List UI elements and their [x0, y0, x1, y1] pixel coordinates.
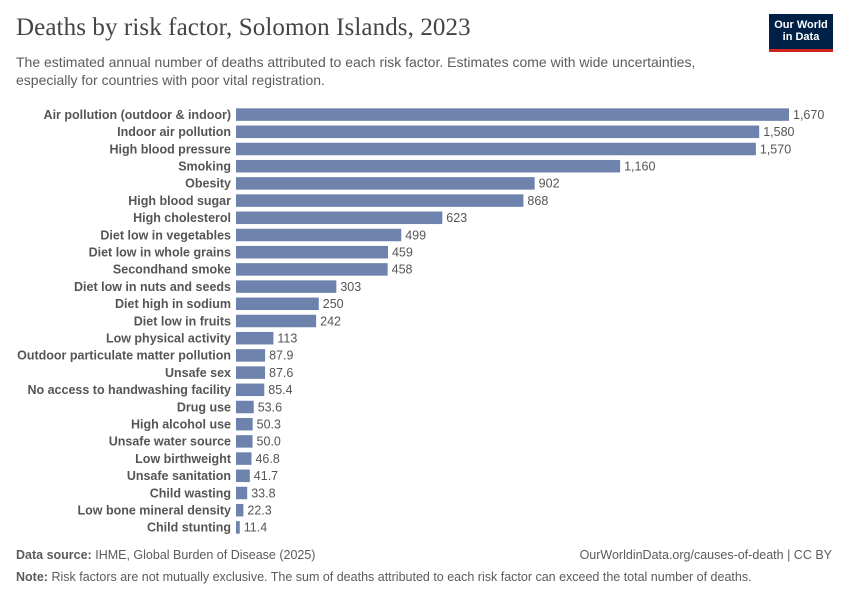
bar[interactable]	[236, 297, 319, 311]
category-label: Diet low in nuts and seeds	[74, 280, 231, 294]
note-text: Risk factors are not mutually exclusive.…	[51, 570, 752, 584]
bar[interactable]	[236, 108, 789, 121]
value-label: 868	[527, 194, 548, 208]
category-label: Unsafe sanitation	[127, 469, 231, 483]
category-label: Air pollution (outdoor & indoor)	[44, 108, 231, 122]
footnote: Note: Risk factors are not mutually excl…	[16, 570, 752, 584]
bar[interactable]	[236, 349, 266, 362]
value-label: 458	[392, 263, 413, 277]
bar[interactable]	[236, 177, 535, 190]
bar[interactable]	[236, 194, 524, 207]
bar[interactable]	[236, 400, 254, 414]
bar[interactable]	[236, 125, 760, 139]
bar[interactable]	[236, 245, 388, 259]
category-label: Child stunting	[147, 521, 231, 535]
value-label: 623	[446, 211, 467, 225]
value-label: 11.4	[244, 521, 267, 535]
value-label: 1,160	[624, 160, 655, 174]
bar[interactable]	[236, 331, 274, 345]
bar[interactable]	[236, 263, 388, 276]
data-source: Data source: IHME, Global Burden of Dise…	[16, 548, 315, 562]
category-label: Outdoor particulate matter pollution	[17, 349, 231, 363]
value-label: 33.8	[251, 486, 275, 500]
bar[interactable]	[236, 142, 756, 156]
category-label: Secondhand smoke	[113, 263, 231, 277]
value-label: 303	[340, 280, 361, 294]
category-label: Diet low in fruits	[134, 314, 231, 328]
chart-title: Deaths by risk factor, Solomon Islands, …	[16, 14, 471, 41]
bar[interactable]	[236, 159, 621, 173]
bar[interactable]	[236, 452, 252, 465]
category-label: Indoor air pollution	[117, 125, 231, 139]
value-label: 1,670	[793, 108, 824, 122]
value-label: 459	[392, 246, 413, 260]
value-label: 87.6	[269, 366, 293, 380]
bar[interactable]	[236, 521, 240, 534]
value-label: 113	[277, 332, 297, 346]
category-label: Obesity	[185, 177, 231, 191]
logo-line-1: Our World	[774, 19, 828, 31]
value-label: 22.3	[247, 504, 271, 518]
value-label: 242	[320, 314, 341, 328]
bar[interactable]	[236, 314, 317, 328]
category-label: Unsafe sex	[165, 366, 231, 380]
bar[interactable]	[236, 417, 253, 431]
category-label: Diet high in sodium	[115, 297, 231, 311]
value-label: 53.6	[258, 400, 282, 414]
value-label: 50.0	[257, 435, 281, 449]
owid-logo[interactable]: Our World in Data	[769, 14, 833, 52]
category-label: Child wasting	[150, 486, 231, 500]
category-label: High alcohol use	[131, 418, 231, 432]
value-label: 1,580	[763, 125, 794, 139]
value-label: 87.9	[269, 349, 293, 363]
data-source-label: Data source:	[16, 548, 92, 562]
logo-line-2: in Data	[782, 31, 820, 43]
category-label: Unsafe water source	[109, 435, 231, 449]
category-label: High blood pressure	[109, 142, 231, 156]
bar[interactable]	[236, 469, 250, 483]
category-label: High cholesterol	[133, 211, 231, 225]
bar[interactable]	[236, 280, 337, 293]
bar[interactable]	[236, 503, 244, 517]
category-label: No access to handwashing facility	[27, 383, 231, 397]
bar[interactable]	[236, 211, 443, 225]
bar[interactable]	[236, 435, 253, 448]
category-label: Smoking	[178, 160, 231, 174]
value-label: 50.3	[257, 418, 281, 432]
data-source-link[interactable]: IHME, Global Burden of Disease (2025)	[95, 548, 316, 562]
value-label: 46.8	[255, 452, 279, 466]
category-label: High blood sugar	[128, 194, 231, 208]
value-label: 41.7	[254, 469, 278, 483]
value-label: 499	[405, 228, 426, 242]
bar-chart: Air pollution (outdoor & indoor) 1,670 Ind…	[17, 108, 824, 535]
source-url-link[interactable]: OurWorldinData.org/causes-of-death | CC …	[579, 548, 832, 562]
bar[interactable]	[236, 383, 265, 397]
category-label: Diet low in vegetables	[100, 228, 231, 242]
value-label: 902	[539, 177, 560, 191]
value-label: 250	[323, 297, 344, 311]
category-label: Low physical activity	[106, 332, 231, 346]
bar[interactable]	[236, 228, 402, 242]
value-label: 85.4	[268, 383, 292, 397]
category-label: Low bone mineral density	[78, 504, 232, 518]
chart-subtitle: The estimated annual number of deaths at…	[16, 54, 696, 88]
bar[interactable]	[236, 366, 266, 379]
category-label: Low birthweight	[135, 452, 232, 466]
category-label: Diet low in whole grains	[89, 246, 231, 260]
note-label: Note:	[16, 570, 48, 584]
value-label: 1,570	[760, 142, 791, 156]
bar[interactable]	[236, 486, 248, 500]
category-label: Drug use	[177, 400, 231, 414]
